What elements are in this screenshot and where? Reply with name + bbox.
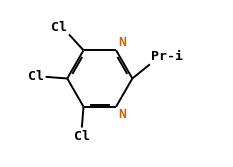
- Text: N: N: [119, 108, 127, 121]
- Text: Pr-i: Pr-i: [151, 50, 183, 63]
- Text: Cl: Cl: [28, 70, 44, 83]
- Text: Cl: Cl: [51, 21, 67, 34]
- Text: Cl: Cl: [74, 130, 90, 143]
- Text: N: N: [119, 36, 127, 49]
